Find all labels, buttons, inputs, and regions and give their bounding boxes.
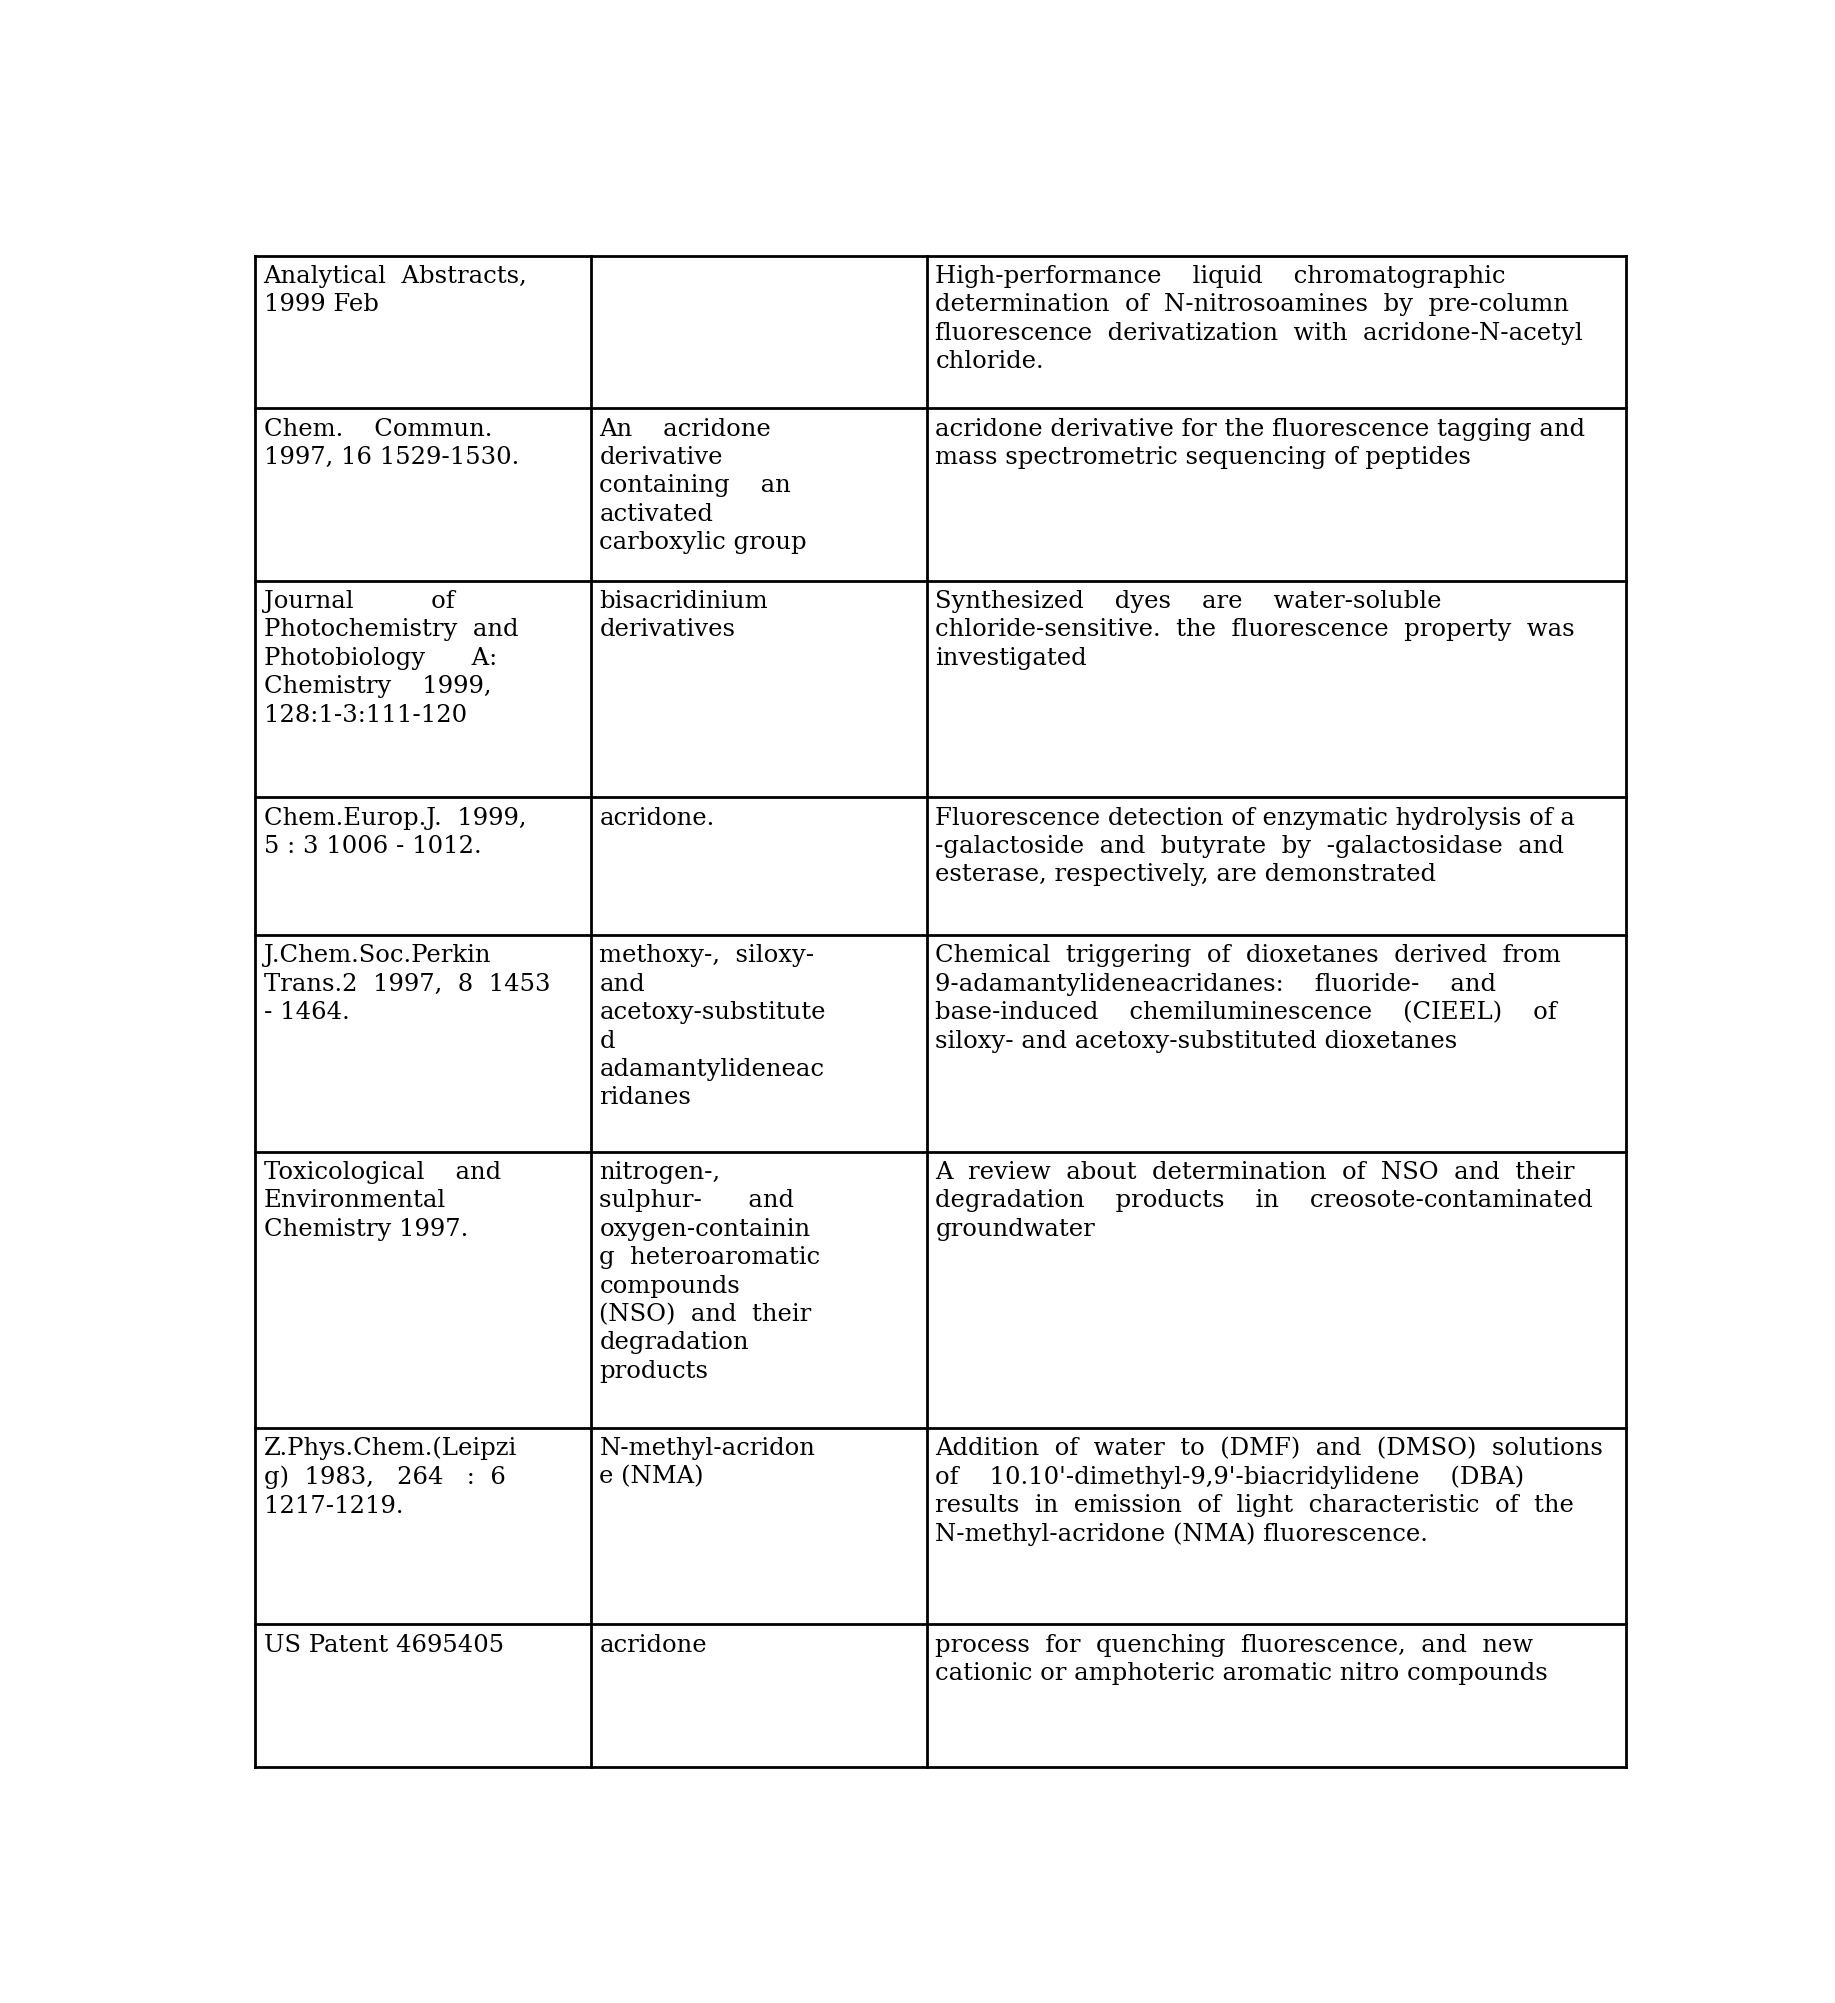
Text: bisacridinium
derivatives: bisacridinium derivatives [600,591,769,641]
Text: acridone: acridone [600,1634,706,1656]
Text: US Patent 4695405: US Patent 4695405 [264,1634,503,1656]
Text: A  review  about  determination  of  NSO  and  their
degradation    products    : A review about determination of NSO and … [936,1162,1593,1242]
Text: Addition  of  water  to  (DMF)  and  (DMSO)  solutions
of    10.10'-dimethyl-9,9: Addition of water to (DMF) and (DMSO) so… [936,1436,1604,1546]
Text: Journal          of
Photochemistry  and
Photobiology      A:
Chemistry    1999,
: Journal of Photochemistry and Photobiolo… [264,591,517,727]
Text: An    acridone
derivative
containing    an
activated
carboxylic group: An acridone derivative containing an act… [600,419,807,555]
Text: acridone.: acridone. [600,807,714,829]
Text: Chem.Europ.J.  1999,
5 : 3 1006 - 1012.: Chem.Europ.J. 1999, 5 : 3 1006 - 1012. [264,807,527,857]
Text: J.Chem.Soc.Perkin
Trans.2  1997,  8  1453
- 1464.: J.Chem.Soc.Perkin Trans.2 1997, 8 1453 -… [264,945,550,1024]
Text: process  for  quenching  fluorescence,  and  new
cationic or amphoteric aromatic: process for quenching fluorescence, and … [936,1634,1549,1685]
Text: Toxicological    and
Environmental
Chemistry 1997.: Toxicological and Environmental Chemistr… [264,1162,501,1242]
Text: acridone derivative for the fluorescence tagging and
mass spectrometric sequenci: acridone derivative for the fluorescence… [936,419,1585,469]
Text: Analytical  Abstracts,
1999 Feb: Analytical Abstracts, 1999 Feb [264,264,527,316]
Text: Fluorescence detection of enzymatic hydrolysis of a
-galactoside  and  butyrate : Fluorescence detection of enzymatic hydr… [936,807,1574,887]
Text: Chem.    Commun.
1997, 16 1529-1530.: Chem. Commun. 1997, 16 1529-1530. [264,419,519,469]
Text: Synthesized    dyes    are    water-soluble
chloride-sensitive.  the  fluorescen: Synthesized dyes are water-soluble chlor… [936,591,1574,669]
Text: methoxy-,  siloxy-
and
acetoxy-substitute
d
adamantylideneac
ridanes: methoxy-, siloxy- and acetoxy-substitute… [600,945,826,1110]
Text: Chemical  triggering  of  dioxetanes  derived  from
9-adamantylideneacridanes:  : Chemical triggering of dioxetanes derive… [936,945,1562,1054]
Text: N-methyl-acridon
e (NMA): N-methyl-acridon e (NMA) [600,1436,815,1488]
Text: High-performance    liquid    chromatographic
determination  of  N-nitrosoamines: High-performance liquid chromatographic … [936,264,1584,373]
Text: Z.Phys.Chem.(Leipzi
g)  1983,   264   :  6
1217-1219.: Z.Phys.Chem.(Leipzi g) 1983, 264 : 6 121… [264,1436,517,1518]
Text: nitrogen-,
sulphur-      and
oxygen-containin
g  heteroaromatic
compounds
(NSO) : nitrogen-, sulphur- and oxygen-containin… [600,1162,820,1382]
